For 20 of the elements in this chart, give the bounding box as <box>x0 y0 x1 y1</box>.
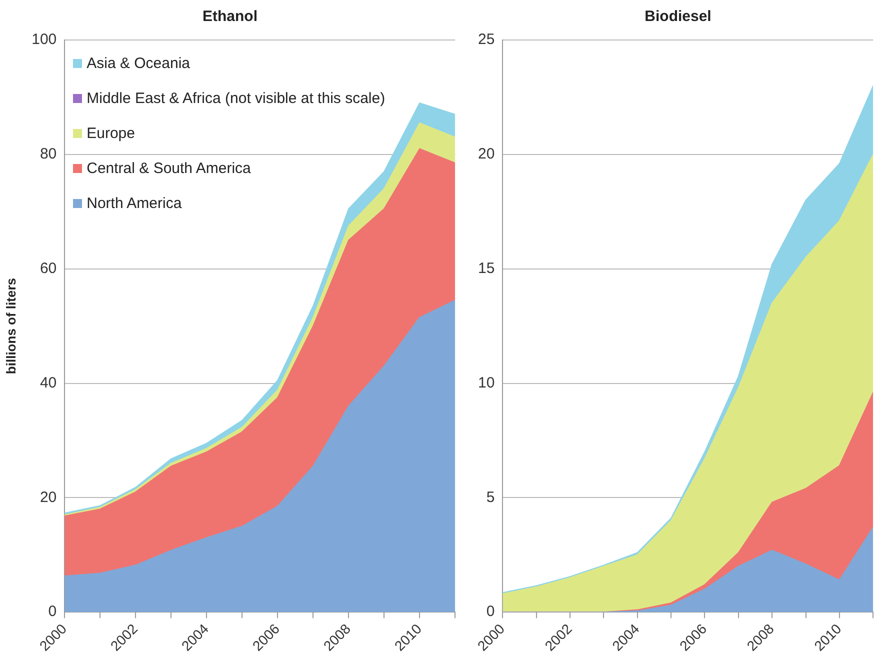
y-tick-label: 25 <box>478 31 495 48</box>
legend-label: Middle East & Africa (not visible at this scale) <box>86 90 386 107</box>
y-tick-label: 100 <box>32 31 57 48</box>
chart-title: Biodiesel <box>644 8 712 26</box>
chart-title: Ethanol <box>202 8 258 26</box>
y-tick-label: 20 <box>478 146 495 163</box>
y-tick-label: 80 <box>40 146 57 163</box>
y-tick-label: 10 <box>478 374 495 392</box>
y-tick-label: 60 <box>40 260 57 277</box>
legend-label: North America <box>86 195 182 212</box>
y-axis-title: billions of liters <box>3 278 18 374</box>
legend-label: Central & South America <box>86 160 251 177</box>
legend-label: Europe <box>86 125 135 142</box>
y-tick-label: 0 <box>48 603 57 620</box>
y-tick-label: 20 <box>40 488 57 506</box>
y-tick-label: 5 <box>486 488 495 506</box>
legend-label: Asia & Oceania <box>86 55 190 72</box>
y-tick-label: 0 <box>486 603 495 620</box>
y-tick-label: 15 <box>478 260 495 277</box>
y-tick-label: 40 <box>40 374 57 392</box>
